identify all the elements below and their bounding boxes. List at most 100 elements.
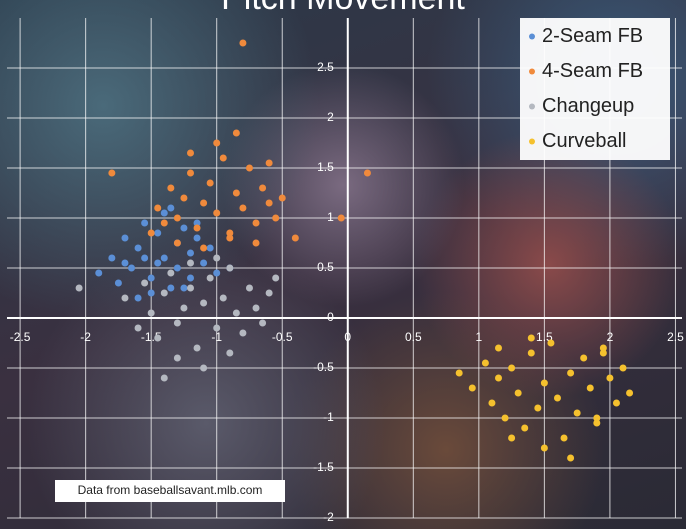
- point: [586, 384, 594, 392]
- point: [206, 244, 214, 252]
- point: [167, 204, 175, 212]
- point: [134, 324, 142, 332]
- point: [147, 309, 155, 317]
- point: [481, 359, 489, 367]
- y-tick-label: 2.5: [317, 60, 334, 74]
- legend-marker: [529, 103, 535, 110]
- point: [553, 394, 561, 402]
- point: [141, 254, 149, 262]
- point: [167, 184, 175, 192]
- point: [173, 319, 181, 327]
- x-tick-label: 1: [476, 330, 483, 344]
- point: [75, 284, 83, 292]
- chart-title: Pitch Movement: [221, 0, 465, 17]
- point: [186, 274, 194, 282]
- point: [291, 234, 299, 242]
- point: [173, 354, 181, 362]
- y-tick-label: -2: [323, 510, 334, 524]
- legend-box: [520, 18, 670, 160]
- point: [573, 409, 581, 417]
- legend-marker: [529, 138, 535, 145]
- y-tick-label: 2: [327, 110, 334, 124]
- point: [239, 39, 247, 47]
- point: [160, 254, 168, 262]
- point: [488, 399, 496, 407]
- point: [213, 269, 221, 277]
- point: [154, 204, 162, 212]
- y-tick-label: -1.5: [313, 460, 334, 474]
- point: [599, 344, 607, 352]
- point: [213, 209, 221, 217]
- point: [534, 404, 542, 412]
- point: [154, 334, 162, 342]
- point: [259, 184, 267, 192]
- point: [626, 389, 634, 397]
- point: [226, 234, 234, 242]
- point: [186, 169, 194, 177]
- point: [495, 374, 503, 382]
- point: [272, 214, 280, 222]
- point: [141, 219, 149, 227]
- point: [619, 364, 627, 372]
- point: [239, 329, 247, 337]
- point: [128, 264, 136, 272]
- point: [200, 299, 208, 307]
- point: [167, 284, 175, 292]
- point: [160, 289, 168, 297]
- point: [141, 279, 149, 287]
- point: [114, 279, 122, 287]
- y-tick-label: 0.5: [317, 260, 334, 274]
- point: [245, 284, 253, 292]
- point: [121, 294, 129, 302]
- legend-label: Changeup: [542, 95, 634, 117]
- point: [593, 419, 601, 427]
- point: [259, 319, 267, 327]
- point: [213, 254, 221, 262]
- point: [134, 294, 142, 302]
- point: [160, 374, 168, 382]
- point: [160, 219, 168, 227]
- point: [232, 189, 240, 197]
- point: [567, 454, 575, 462]
- legend-label: 4-Seam FB: [542, 60, 643, 82]
- point: [495, 344, 503, 352]
- point: [226, 264, 234, 272]
- point: [560, 434, 568, 442]
- point: [245, 164, 253, 172]
- point: [612, 399, 620, 407]
- point: [193, 344, 201, 352]
- point: [239, 204, 247, 212]
- point: [501, 414, 509, 422]
- x-tick-label: -0.5: [272, 330, 293, 344]
- x-tick-label: -2: [80, 330, 91, 344]
- point: [186, 249, 194, 257]
- point: [455, 369, 463, 377]
- x-tick-label: 2: [607, 330, 614, 344]
- point: [232, 309, 240, 317]
- point: [173, 239, 181, 247]
- point: [567, 369, 575, 377]
- legend-marker: [529, 68, 535, 75]
- point: [213, 139, 221, 147]
- point: [121, 234, 129, 242]
- point: [265, 199, 273, 207]
- point: [180, 224, 188, 232]
- point: [363, 169, 371, 177]
- point: [186, 284, 194, 292]
- point: [134, 244, 142, 252]
- point: [160, 209, 168, 217]
- point: [193, 224, 201, 232]
- legend-marker: [529, 33, 535, 40]
- point: [508, 364, 516, 372]
- point: [154, 229, 162, 237]
- point: [154, 259, 162, 267]
- point: [337, 214, 345, 222]
- point: [200, 364, 208, 372]
- point: [108, 169, 116, 177]
- legend-label: 2-Seam FB: [542, 25, 643, 47]
- point: [173, 214, 181, 222]
- point: [468, 384, 476, 392]
- annotation: Data from baseballsavant.mlb.com: [78, 483, 263, 497]
- point: [206, 179, 214, 187]
